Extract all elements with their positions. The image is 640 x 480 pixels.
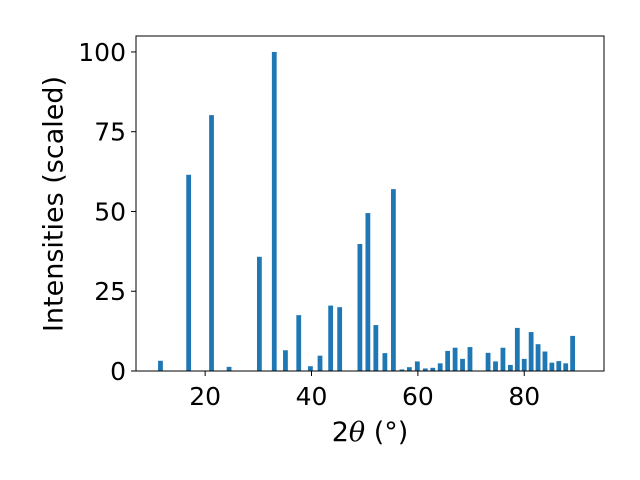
bar-32 xyxy=(521,358,527,371)
x-axis-label: 2θ (°) xyxy=(332,417,409,448)
y-axis-label: Intensities (scaled) xyxy=(39,76,70,332)
bar-24 xyxy=(452,347,458,371)
bar-38 xyxy=(563,363,569,371)
bar-3 xyxy=(226,366,232,371)
bar-26 xyxy=(467,347,473,371)
bar-7 xyxy=(296,315,302,371)
bar-21 xyxy=(430,367,436,371)
bar-33 xyxy=(528,332,534,371)
bar-27 xyxy=(485,352,491,371)
bar-10 xyxy=(328,305,334,371)
bar-6 xyxy=(283,350,288,371)
bars-group xyxy=(158,51,576,371)
y-tick-label-0: 0 xyxy=(110,357,126,386)
bar-28 xyxy=(493,361,498,371)
bar-35 xyxy=(542,351,548,371)
bar-19 xyxy=(414,361,420,371)
y-tick-label-3: 75 xyxy=(94,118,126,147)
bar-15 xyxy=(382,353,388,371)
bar-31 xyxy=(514,327,520,371)
bar-16 xyxy=(391,189,396,371)
bar-12 xyxy=(357,244,363,371)
y-tick-label-1: 25 xyxy=(94,277,126,306)
bar-20 xyxy=(422,368,428,371)
plot-frame xyxy=(135,35,605,372)
bar-29 xyxy=(500,347,506,371)
bar-25 xyxy=(460,358,465,371)
bar-4 xyxy=(256,256,262,371)
bar-37 xyxy=(556,361,562,371)
bar-1 xyxy=(186,174,192,371)
bar-5 xyxy=(271,51,277,371)
bar-13 xyxy=(365,213,371,371)
x-tick-label-1: 40 xyxy=(296,382,328,411)
y-tick-label-2: 50 xyxy=(94,197,126,226)
y-tick-label-4: 100 xyxy=(78,38,126,67)
bar-18 xyxy=(406,367,412,371)
bar-11 xyxy=(337,307,343,371)
bar-34 xyxy=(535,344,541,371)
bar-30 xyxy=(508,364,513,371)
x-tick-label-0: 20 xyxy=(189,382,221,411)
bar-0 xyxy=(158,360,163,371)
x-tick-label-3: 80 xyxy=(508,382,540,411)
bar-14 xyxy=(373,325,379,371)
ticks-group: 20 40 60 80 0 25 50 75 100 xyxy=(78,38,540,411)
bar-36 xyxy=(549,362,555,371)
bar-17 xyxy=(399,369,405,371)
bar-9 xyxy=(317,355,323,371)
bar-23 xyxy=(445,350,451,371)
bar-2 xyxy=(209,115,214,371)
x-tick-label-2: 60 xyxy=(402,382,434,411)
bar-39 xyxy=(570,335,576,371)
bar-8 xyxy=(308,366,313,371)
bar-22 xyxy=(437,363,443,371)
